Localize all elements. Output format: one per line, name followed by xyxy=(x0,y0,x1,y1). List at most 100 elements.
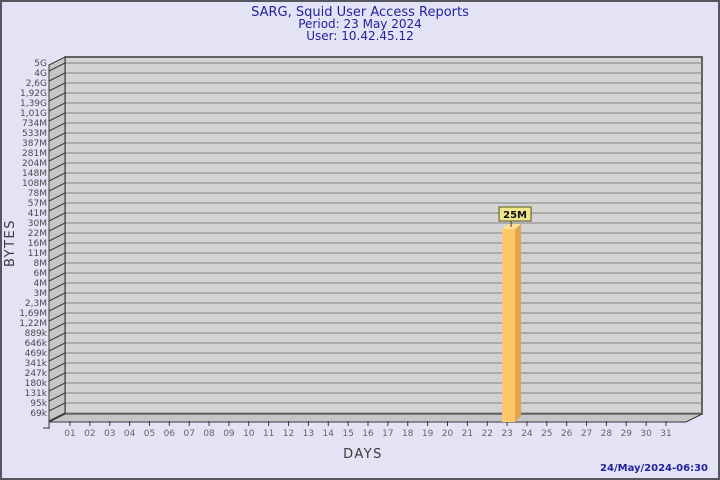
y-tick-label: 2,6G xyxy=(26,79,47,89)
x-tick-label: 10 xyxy=(243,429,255,439)
x-tick-label: 16 xyxy=(362,429,374,439)
chart-subtitle-user: User: 10.42.45.12 xyxy=(306,29,414,43)
chart-subtitle-period: Period: 23 May 2024 xyxy=(298,17,422,31)
y-tick-label: 131k xyxy=(25,389,48,399)
y-tick xyxy=(48,72,66,82)
y-tick-label: 148M xyxy=(22,169,47,179)
y-tick-label: 281M xyxy=(22,149,47,159)
x-tick-label: 30 xyxy=(640,429,652,439)
y-tick-label: 1,39G xyxy=(20,99,47,109)
bars-group xyxy=(502,224,522,422)
y-tick-label: 41M xyxy=(28,209,47,219)
y-tick xyxy=(48,342,66,352)
x-tick-label: 12 xyxy=(283,429,294,439)
y-tick xyxy=(48,252,66,262)
plot-back-wall xyxy=(64,56,703,415)
y-tick-label: 95k xyxy=(30,399,47,409)
annotation-box xyxy=(498,206,532,222)
y-tick xyxy=(48,282,66,292)
y-tick-label: 533M xyxy=(22,129,47,139)
y-tick-label: 5G xyxy=(34,59,47,69)
y-tick xyxy=(48,332,66,342)
x-tick-label: 14 xyxy=(323,429,335,439)
x-tick-label: 07 xyxy=(183,429,194,439)
y-tick xyxy=(48,312,66,322)
y-tick-label: 646k xyxy=(25,339,48,349)
x-axis-title: DAYS xyxy=(343,447,383,462)
x-tick-labels-group: 01 02 03 04 05 06 07 08 09 10 11 12 13 14 15 16 17 18 19 20… xyxy=(64,421,672,439)
y-tick xyxy=(48,162,66,172)
y-tick xyxy=(48,322,66,332)
bar-side-day-23 xyxy=(515,224,522,422)
y-tick xyxy=(48,132,66,142)
y-tick-label: 4M xyxy=(34,279,48,289)
y-tick xyxy=(48,352,66,362)
gridlines-group xyxy=(65,62,702,414)
x-tick-label: 29 xyxy=(621,429,633,439)
x-tick-label: 17 xyxy=(382,429,393,439)
y-tick-label: 204M xyxy=(22,159,47,169)
y-tick-label: 341k xyxy=(25,359,48,369)
y-tick-label: 1,01G xyxy=(20,109,47,119)
y-tick-label: 108M xyxy=(22,179,47,189)
y-tick xyxy=(48,392,66,402)
y-tick-label: 734M xyxy=(22,119,47,129)
y-tick-label: 1,22M xyxy=(19,319,47,329)
y-tick xyxy=(48,202,66,212)
x-tick-label: 23 xyxy=(501,429,512,439)
y-tick xyxy=(48,62,66,72)
x-tick-label: 01 xyxy=(64,429,75,439)
timestamp: 24/May/2024-06:30 xyxy=(600,463,708,474)
x-tick-label: 05 xyxy=(144,429,155,439)
annotation-label: 25M xyxy=(503,210,527,221)
y-tick xyxy=(48,372,66,382)
x-tick-label: 27 xyxy=(581,429,592,439)
y-tick-label: 387M xyxy=(22,139,47,149)
y-tick-label: 247k xyxy=(25,369,48,379)
y-tick xyxy=(48,302,66,312)
y-axis-title: BYTES xyxy=(3,219,18,267)
plot-floor xyxy=(48,413,703,423)
x-tick-label: 13 xyxy=(303,429,314,439)
y-tick xyxy=(48,192,66,202)
y-ticks-group xyxy=(48,62,66,422)
y-tick-label: 16M xyxy=(28,239,47,249)
y-tick-label: 2,3M xyxy=(25,299,47,309)
x-tick-label: 20 xyxy=(442,429,454,439)
y-tick-label: 889k xyxy=(25,329,48,339)
y-tick xyxy=(48,212,66,222)
y-tick xyxy=(48,232,66,242)
y-tick xyxy=(48,102,66,112)
y-tick-label: 3M xyxy=(34,289,48,299)
y-tick-label: 78M xyxy=(28,189,47,199)
y-tick xyxy=(48,402,66,412)
y-tick xyxy=(48,112,66,122)
y-tick xyxy=(48,382,66,392)
y-tick xyxy=(48,262,66,272)
y-tick xyxy=(48,242,66,252)
x-tick-label: 11 xyxy=(263,429,274,439)
y-tick-label: 180k xyxy=(25,379,48,389)
chart-title: SARG, Squid User Access Reports xyxy=(251,5,469,20)
y-tick xyxy=(48,172,66,182)
y-tick-label: 11M xyxy=(28,249,47,259)
y-tick xyxy=(48,362,66,372)
y-tick xyxy=(48,182,66,192)
y-tick-label: 469k xyxy=(25,349,48,359)
x-tick-label: 15 xyxy=(342,429,353,439)
x-tick-label: 26 xyxy=(561,429,573,439)
x-tick-label: 19 xyxy=(422,429,434,439)
y-tick-labels-group: 5G4G2,6G1,92G1,39G1,01G734M533M387M281M2… xyxy=(19,59,48,419)
x-tick-label: 28 xyxy=(601,429,613,439)
y-tick xyxy=(48,222,66,232)
x-tick-label: 02 xyxy=(84,429,95,439)
y-tick xyxy=(48,412,66,422)
y-tick-label: 1,69M xyxy=(19,309,47,319)
y-tick xyxy=(48,292,66,302)
y-tick xyxy=(48,82,66,92)
x-tick-label: 03 xyxy=(104,429,115,439)
x-tick-label: 08 xyxy=(203,429,215,439)
y-tick-label: 69k xyxy=(30,409,47,419)
